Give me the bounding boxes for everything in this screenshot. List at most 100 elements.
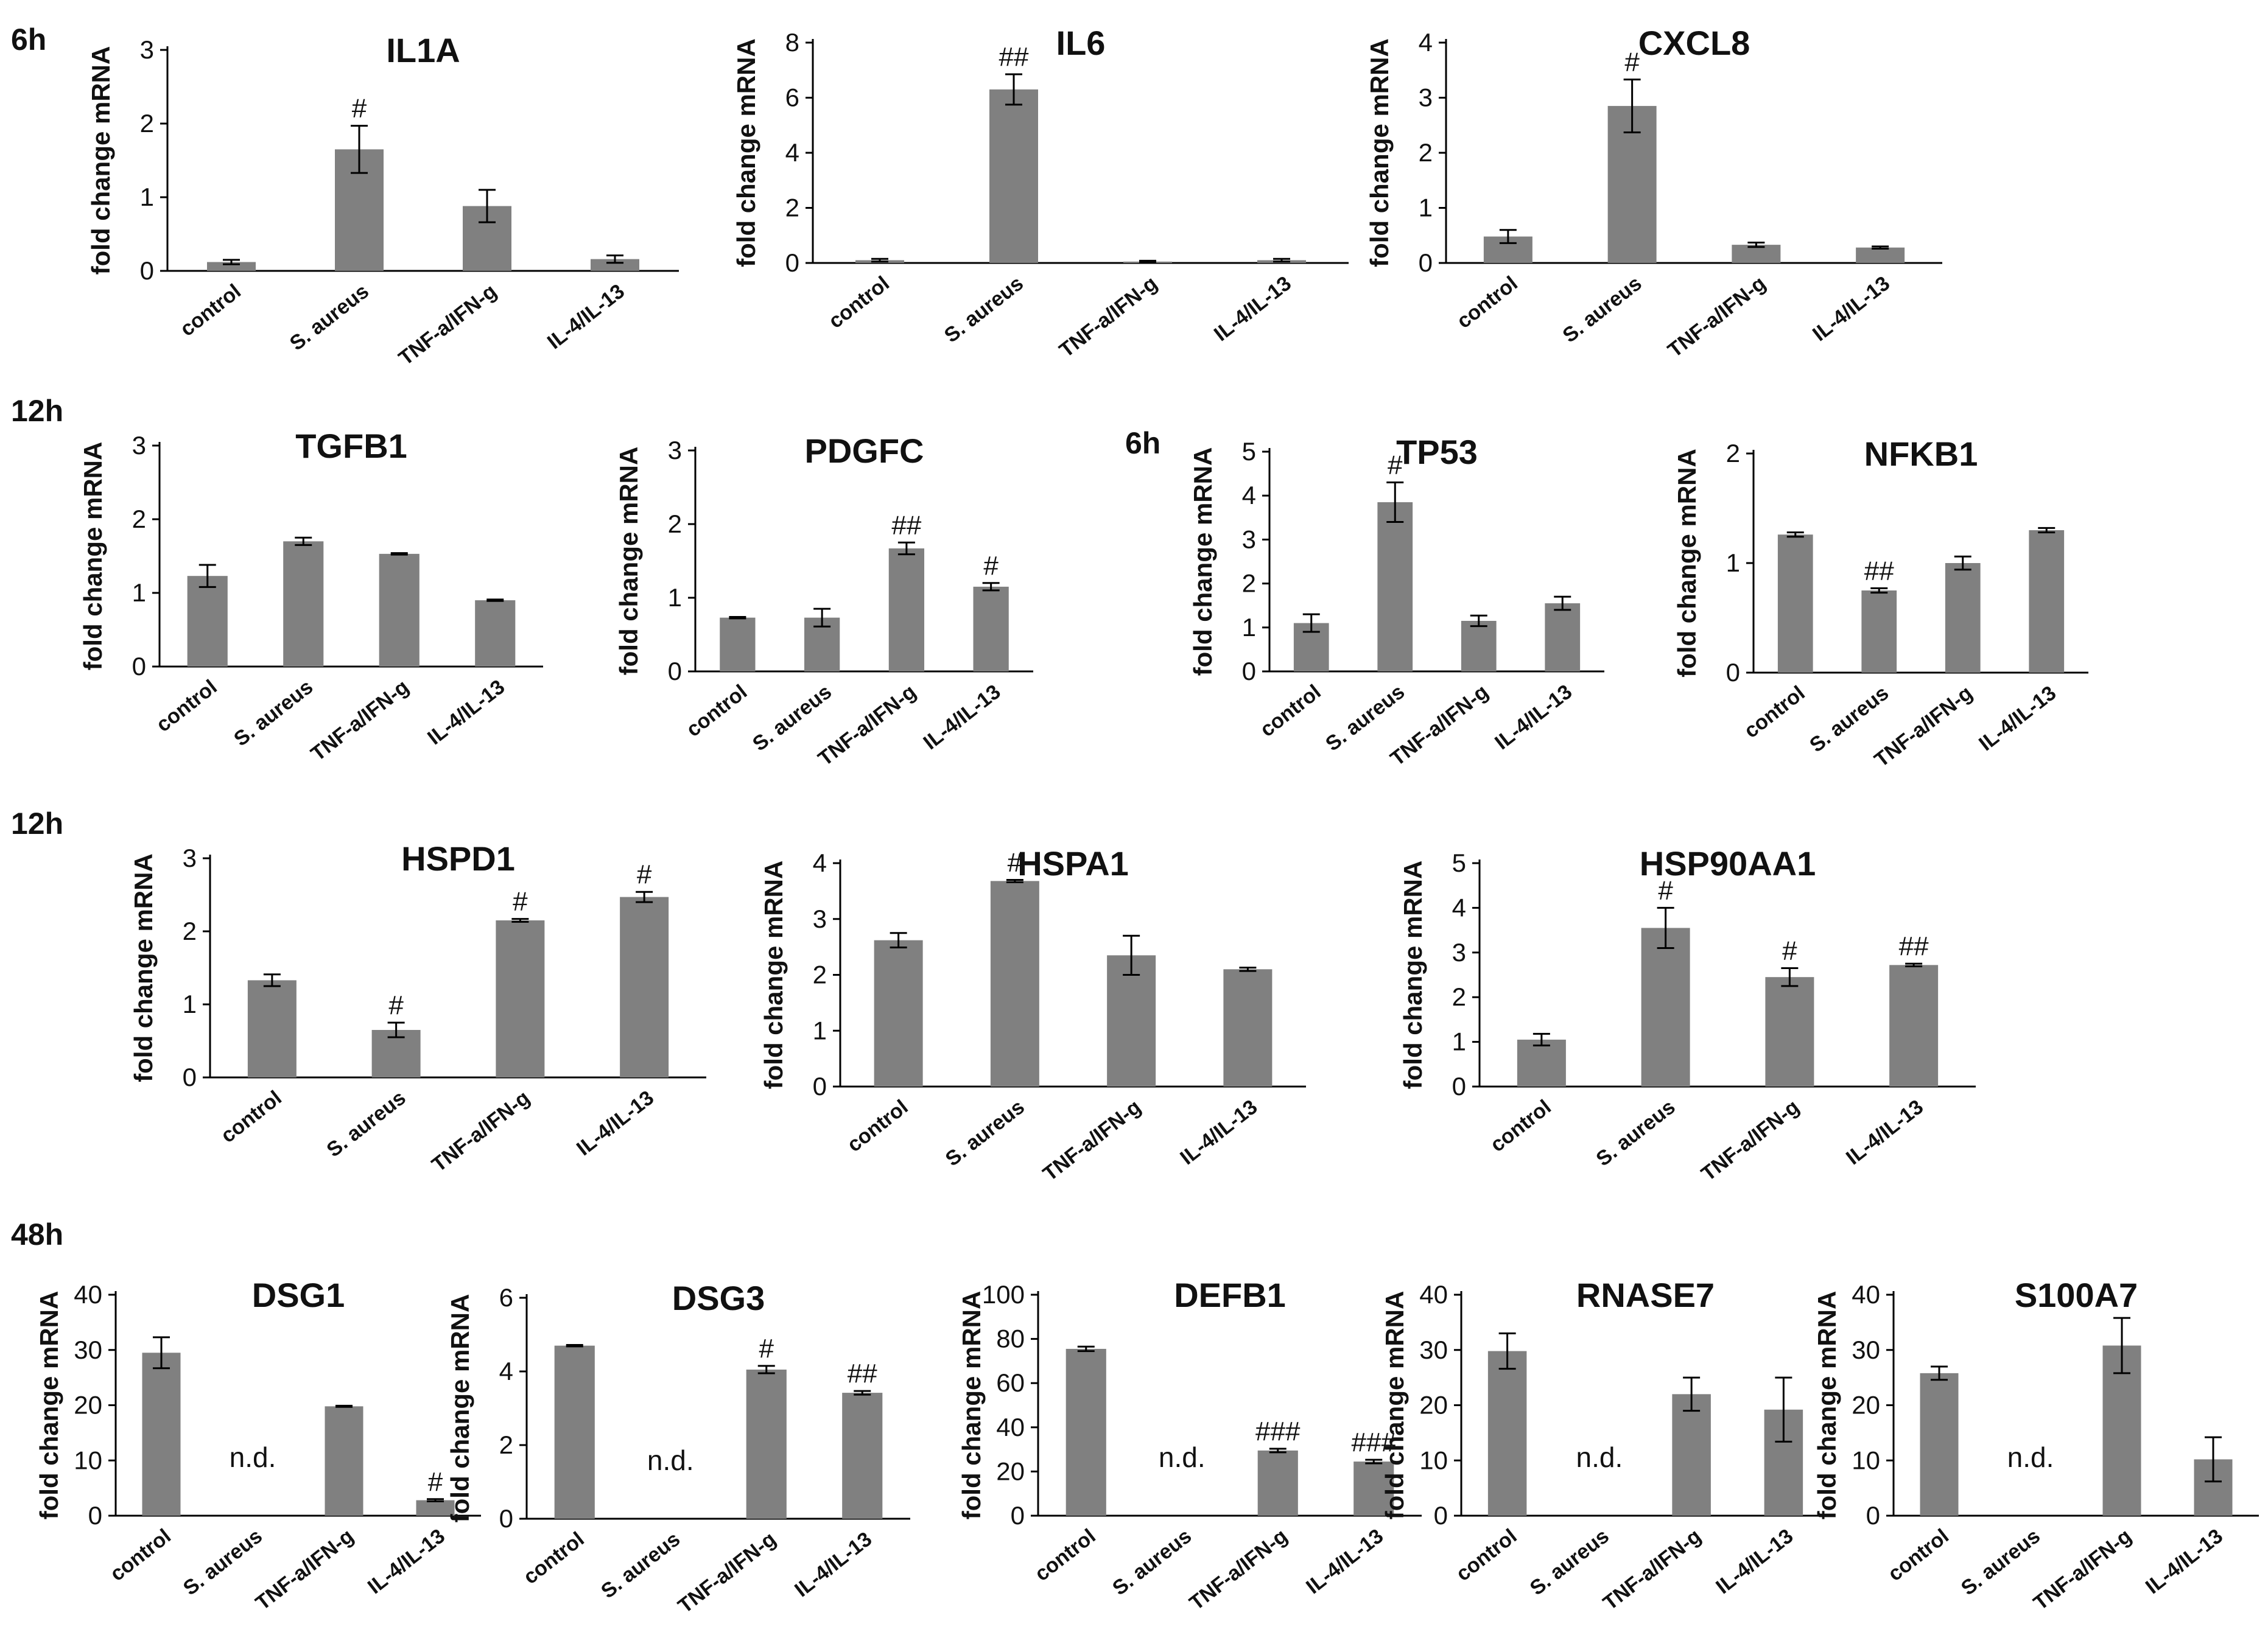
y-tick-label: 0 <box>1011 1501 1025 1530</box>
y-tick-label: 0 <box>813 1072 827 1101</box>
bar-1 <box>554 1345 595 1519</box>
y-tick-label: 1 <box>140 183 154 211</box>
category-label: IL-4/IL-13 <box>1176 1095 1262 1169</box>
bar-3 <box>888 548 925 671</box>
category-label: control <box>1030 1524 1100 1586</box>
bar-4 <box>416 1500 455 1516</box>
y-axis-label: fold change mRNA <box>35 1291 63 1520</box>
y-tick-label: 3 <box>1242 525 1256 553</box>
time-labels: 6h 12h 6h 12h 48h <box>11 23 1160 1252</box>
y-tick-label: 0 <box>499 1504 513 1533</box>
y-tick-label: 4 <box>813 849 827 877</box>
y-tick-label: 3 <box>183 844 197 872</box>
chart-dsg3: 0 2 4 6 fold change mRNA DSG3 control n.d. S. au… <box>446 1279 910 1618</box>
y-tick-label: 60 <box>996 1368 1025 1397</box>
chart-rnase7: 0 10 20 30 40 fold change mRNA RNASE7 control n.… <box>1380 1276 1830 1615</box>
y-tick-label: 80 <box>996 1325 1025 1353</box>
y-tick-label: 3 <box>140 35 154 64</box>
chart-title: IL6 <box>1056 24 1106 62</box>
category-label: TNF-a/IFN-g <box>395 279 501 370</box>
not-detected-label: n.d. <box>230 1441 276 1473</box>
chart-il1a: 0 1 2 3 fold change mRNA IL1A control # S. aureu… <box>86 31 679 370</box>
y-tick-label: 2 <box>499 1430 513 1459</box>
chart-il6: 0 2 4 6 8 fold change mRNA IL6 control ## S. aure… <box>732 24 1349 362</box>
y-tick-label: 0 <box>1242 657 1256 685</box>
category-label: TNF-a/IFN-g <box>251 1524 358 1615</box>
y-tick-label: 1 <box>668 583 682 612</box>
category-label: IL-4/IL-13 <box>1975 681 2060 755</box>
category-label: control <box>152 675 221 737</box>
chart-title: TGFB1 <box>295 427 407 465</box>
category-label: S. aureus <box>748 680 836 755</box>
significance-mark: # <box>513 887 528 917</box>
y-axis-label: fold change mRNA <box>1399 861 1427 1090</box>
category-label: IL-4/IL-13 <box>363 1524 449 1598</box>
y-tick-label: 0 <box>88 1501 102 1530</box>
bar-1 <box>142 1353 181 1516</box>
y-tick-label: 2 <box>1726 439 1740 467</box>
bar-2 <box>990 881 1039 1087</box>
chart-title: PDGFC <box>805 432 924 470</box>
chart-title: NFKB1 <box>1864 435 1978 473</box>
y-axis-label: fold change mRNA <box>86 46 115 275</box>
bar-1 <box>720 617 756 671</box>
bar-3 <box>1107 955 1156 1087</box>
bar-3 <box>1257 1450 1298 1516</box>
chart-hspd1: 0 1 2 3 fold change mRNA HSPD1 control # S. aure… <box>129 839 706 1177</box>
y-tick-label: 1 <box>1452 1028 1466 1056</box>
chart-title: DEFB1 <box>1174 1276 1286 1314</box>
time-label-6h-tp53: 6h <box>1125 426 1160 460</box>
not-detected-label: n.d. <box>2007 1441 2054 1473</box>
category-label: IL-4/IL-13 <box>1490 680 1576 754</box>
chart-title: CXCL8 <box>1638 24 1750 62</box>
y-axis-label: fold change mRNA <box>129 853 158 1082</box>
category-label: TNF-a/IFN-g <box>1055 271 1162 362</box>
significance-mark: ## <box>848 1359 877 1388</box>
significance-mark: ## <box>999 42 1029 72</box>
bar-1 <box>1920 1373 1959 1516</box>
category-label: control <box>106 1524 175 1586</box>
category-label: TNF-a/IFN-g <box>2029 1524 2136 1615</box>
not-detected-label: n.d. <box>1576 1441 1623 1473</box>
chart-dsg1: 0 10 20 30 40 fold change mRNA DSG1 control n.d.… <box>35 1276 481 1615</box>
category-label: TNF-a/IFN-g <box>1663 271 1770 362</box>
significance-mark: # <box>352 94 367 124</box>
category-label: control <box>519 1527 588 1589</box>
category-label: TNF-a/IFN-g <box>1185 1524 1291 1615</box>
y-tick-label: 0 <box>1434 1501 1448 1530</box>
bar-1 <box>1487 1351 1527 1516</box>
category-label: IL-4/IL-13 <box>919 680 1005 754</box>
y-tick-label: 3 <box>132 431 146 460</box>
bar-1 <box>207 262 256 271</box>
y-tick-label: 2 <box>140 109 154 138</box>
y-tick-label: 2 <box>813 961 827 989</box>
bar-3 <box>379 553 420 667</box>
category-label: S. aureus <box>1108 1524 1196 1600</box>
y-axis-label: fold change mRNA <box>1813 1291 1841 1520</box>
category-label: S. aureus <box>1526 1524 1613 1600</box>
y-tick-label: 10 <box>74 1446 102 1474</box>
y-tick-label: 0 <box>140 256 154 285</box>
significance-mark: # <box>1008 848 1023 878</box>
y-tick-label: 20 <box>996 1457 1025 1485</box>
category-label: IL-4/IL-13 <box>1808 271 1894 346</box>
y-tick-label: 4 <box>1452 893 1466 922</box>
chart-title: S100A7 <box>2015 1276 2138 1314</box>
bar-4 <box>1353 1462 1394 1516</box>
time-label-12h: 12h <box>11 394 63 428</box>
y-tick-label: 0 <box>132 652 146 681</box>
bar-2 <box>1861 590 1897 673</box>
category-label: S. aureus <box>941 1095 1029 1171</box>
y-tick-label: 2 <box>1419 138 1433 167</box>
y-axis-label: fold change mRNA <box>614 447 643 676</box>
not-detected-label: n.d. <box>647 1444 694 1476</box>
category-label: IL-4/IL-13 <box>2141 1524 2227 1598</box>
y-tick-label: 10 <box>1419 1446 1448 1474</box>
bar-3 <box>1461 620 1497 671</box>
category-label: IL-4/IL-13 <box>1712 1524 1797 1598</box>
chart-title: HSPD1 <box>401 839 515 878</box>
y-tick-label: 2 <box>183 917 197 945</box>
chart-tgfb1: 0 1 2 3 fold change mRNA TGFB1 control S. aureu… <box>79 427 543 766</box>
y-tick-label: 3 <box>668 436 682 464</box>
